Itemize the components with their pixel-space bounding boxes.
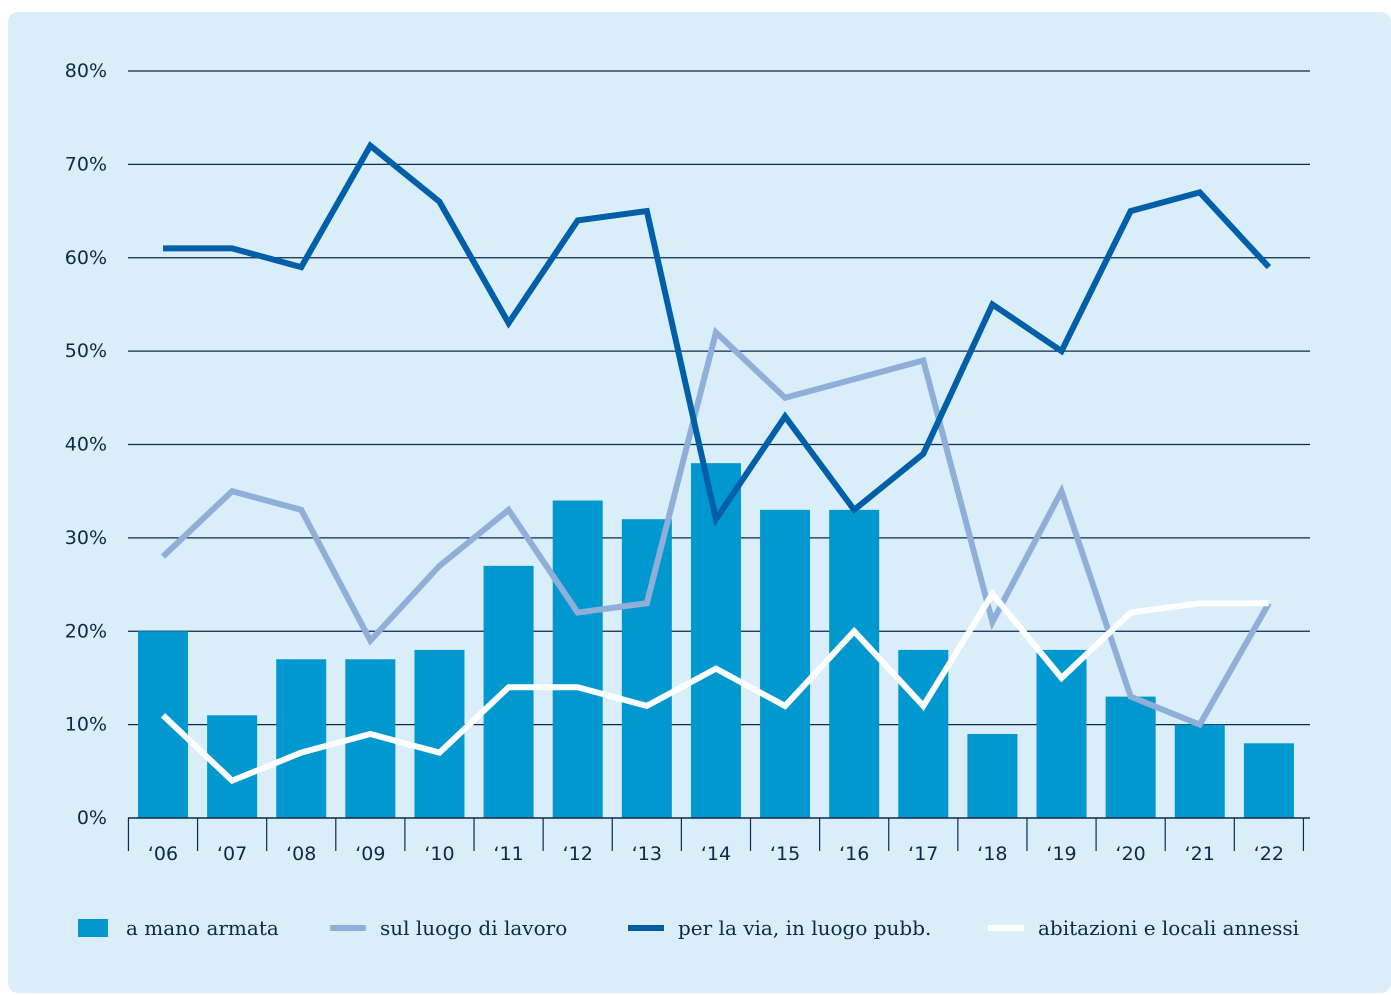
- series-line: [160, 326, 1272, 729]
- bar: [760, 509, 811, 818]
- x-tick-label: ‘11: [493, 843, 523, 865]
- x-tick-label: ‘20: [1116, 843, 1146, 865]
- x-tick-label: ‘15: [770, 843, 800, 865]
- x-tick-label: ‘17: [908, 843, 938, 865]
- y-tick-label: 40%: [65, 434, 107, 456]
- bar: [138, 631, 188, 818]
- legend-label: abitazioni e locali annessi: [1038, 916, 1299, 940]
- y-tick-label: 10%: [65, 714, 107, 736]
- y-tick-label: 60%: [65, 247, 107, 269]
- axis: 0% 10% 20% 30% 40% 50% 60% 70% 80% ‘06 ‘07 ‘08 ‘09 ‘1…: [65, 60, 1310, 865]
- lines: [160, 141, 1272, 785]
- x-tick-label: ‘19: [1046, 843, 1076, 865]
- x-tick-label: ‘10: [424, 843, 454, 865]
- x-tick-label: ‘22: [1254, 843, 1284, 865]
- bar: [276, 659, 327, 818]
- series-line: [160, 588, 1269, 785]
- bar: [967, 733, 1018, 818]
- x-tick-label: ‘13: [632, 843, 662, 865]
- y-tick-label: 30%: [65, 527, 107, 549]
- x-tick-label: ‘16: [839, 843, 869, 865]
- y-tick-label: 80%: [65, 60, 107, 82]
- bar: [483, 565, 534, 818]
- legend-swatch: [78, 919, 108, 937]
- legend-label: sul luogo di lavoro: [380, 916, 567, 940]
- x-tick-label: ‘12: [563, 843, 593, 865]
- x-tick-label: ‘18: [977, 843, 1007, 865]
- x-tick-label: ‘21: [1185, 843, 1215, 865]
- y-tick-label: 70%: [65, 153, 107, 175]
- bar: [1105, 696, 1156, 818]
- bar: [552, 500, 603, 818]
- y-tick-label: 0%: [77, 807, 107, 829]
- bar: [1174, 724, 1225, 818]
- y-tick-label: 20%: [65, 620, 107, 642]
- x-tick-label: ‘06: [148, 843, 178, 865]
- bar: [1243, 743, 1294, 818]
- bar: [829, 509, 880, 818]
- legend: a mano armata sul luogo di lavoro per la v…: [78, 916, 1299, 940]
- legend-label: per la via, in luogo pubb.: [678, 916, 931, 940]
- y-tick-label: 50%: [65, 340, 107, 362]
- x-tick-label: ‘14: [701, 843, 731, 865]
- x-tick-label: ‘09: [355, 843, 385, 865]
- bars: [138, 463, 1294, 818]
- legend-label: a mano armata: [126, 916, 279, 940]
- x-tick-label: ‘07: [217, 843, 247, 865]
- x-tick-label: ‘08: [286, 843, 316, 865]
- bar: [621, 519, 672, 818]
- series-line: [163, 141, 1272, 527]
